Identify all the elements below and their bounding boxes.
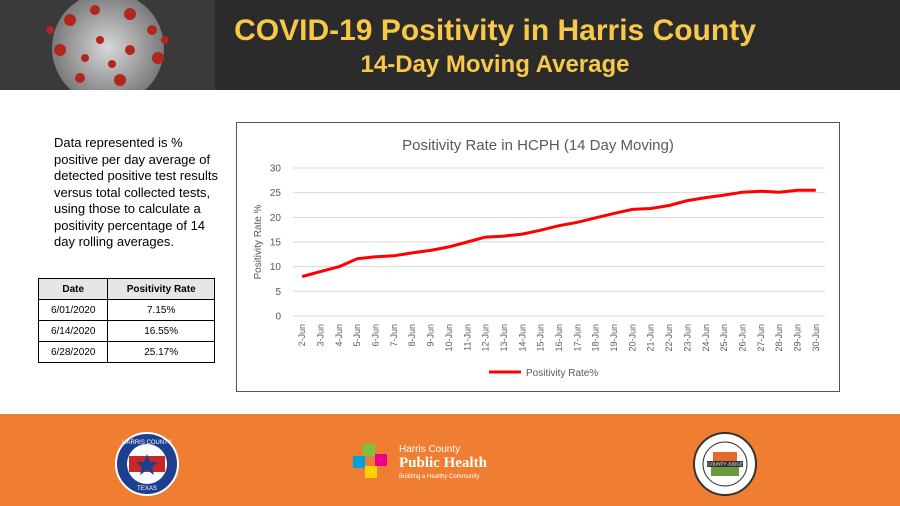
coronavirus-image (0, 0, 215, 90)
seal-subtext: TEXAS (137, 486, 157, 492)
header-banner: COVID-19 Positivity in Harris County 14-… (0, 0, 900, 90)
table-header-row: Date Positivity Rate (37, 278, 215, 300)
x-tick-label: 10-Jun (444, 324, 454, 352)
x-tick-label: 23-Jun (682, 324, 692, 352)
positivity-table: Date Positivity Rate 6/01/2020 7.15% 6/1… (37, 278, 215, 363)
x-tick-label: 20-Jun (627, 324, 637, 352)
x-tick-label: 13-Jun (499, 324, 509, 352)
public-health-logo: Harris County Public Health Building a H… (353, 444, 523, 488)
y-tick-label: 20 (270, 213, 282, 224)
y-tick-label: 25 (270, 188, 282, 199)
judge-seal-text: COUNTY JUDGE (707, 462, 742, 467)
table-cell: 6/14/2020 (37, 320, 109, 342)
seal-text: HARRIS COUNTY (122, 440, 172, 446)
chart-legend: Positivity Rate% (489, 368, 598, 379)
y-axis-label: Positivity Rate % (253, 204, 264, 279)
x-tick-label: 21-Jun (646, 324, 656, 352)
footer-banner: HARRIS COUNTY TEXAS Harris County Public… (0, 414, 900, 506)
x-tick-label: 29-Jun (792, 324, 802, 352)
table-row: 6/28/2020 25.17% (37, 341, 215, 363)
series-line-positivity-rate (301, 188, 816, 278)
x-tick-label: 9-Jun (426, 324, 436, 347)
x-tick-label: 5-Jun (352, 324, 362, 347)
table-cell: 6/28/2020 (37, 341, 109, 363)
y-axis-ticks: 0 5 10 15 20 25 30 (270, 164, 282, 323)
y-tick-label: 30 (270, 164, 282, 175)
table-cell: 16.55% (107, 320, 215, 342)
x-tick-label: 2-Jun (297, 324, 307, 347)
x-tick-label: 15-Jun (536, 324, 546, 352)
county-judge-seal: COUNTY JUDGE (693, 432, 757, 496)
x-tick-label: 26-Jun (737, 324, 747, 352)
chart-container: Positivity Rate in HCPH (14 Day Moving) … (236, 122, 840, 392)
table-row: 6/01/2020 7.15% (37, 299, 215, 321)
x-tick-label: 18-Jun (591, 324, 601, 352)
y-tick-label: 15 (270, 238, 282, 249)
x-tick-label: 3-Jun (316, 324, 326, 347)
x-tick-label: 27-Jun (756, 324, 766, 352)
legend-label: Positivity Rate% (526, 368, 598, 379)
public-health-icon (353, 444, 387, 478)
x-tick-label: 4-Jun (334, 324, 344, 347)
column-header-date: Date (37, 278, 109, 300)
column-header-rate: Positivity Rate (107, 278, 215, 300)
positivity-line-chart: Positivity Rate in HCPH (14 Day Moving) … (253, 137, 825, 379)
chart-title: Positivity Rate in HCPH (14 Day Moving) (402, 137, 674, 154)
table-cell: 6/01/2020 (37, 299, 109, 321)
x-tick-label: 11-Jun (462, 324, 472, 351)
y-tick-label: 10 (270, 262, 282, 273)
x-tick-label: 17-Jun (572, 324, 582, 352)
x-tick-label: 19-Jun (609, 324, 619, 352)
x-tick-label: 12-Jun (481, 324, 491, 352)
table-cell: 25.17% (107, 341, 215, 363)
chart-gridlines (293, 167, 825, 317)
public-health-line1: Harris County (399, 444, 461, 455)
public-health-line2: Public Health (399, 455, 487, 471)
x-tick-label: 6-Jun (371, 324, 381, 347)
x-tick-label: 16-Jun (554, 324, 564, 352)
page-title: COVID-19 Positivity in Harris County (234, 14, 756, 47)
public-health-line3: Building a Healthy Community (399, 474, 480, 480)
x-tick-label: 14-Jun (517, 324, 527, 352)
page-subtitle: 14-Day Moving Average (360, 51, 630, 78)
x-tick-label: 8-Jun (407, 324, 417, 347)
y-tick-label: 0 (275, 312, 281, 323)
x-axis-ticks: 2-Jun 3-Jun 4-Jun 5-Jun 6-Jun 7-Jun 8-Jun 9-Jun… (297, 324, 821, 352)
x-tick-label: 22-Jun (664, 324, 674, 352)
x-tick-label: 28-Jun (774, 324, 784, 352)
x-tick-label: 7-Jun (389, 324, 399, 347)
x-tick-label: 30-Jun (811, 324, 821, 352)
x-tick-label: 25-Jun (719, 324, 729, 352)
harris-county-seal: HARRIS COUNTY TEXAS (115, 432, 179, 496)
table-row: 6/14/2020 16.55% (37, 320, 215, 342)
x-tick-label: 24-Jun (701, 324, 711, 352)
y-tick-label: 5 (275, 287, 281, 298)
table-cell: 7.15% (107, 299, 215, 321)
description-text: Data represented is % positive per day a… (54, 135, 219, 249)
